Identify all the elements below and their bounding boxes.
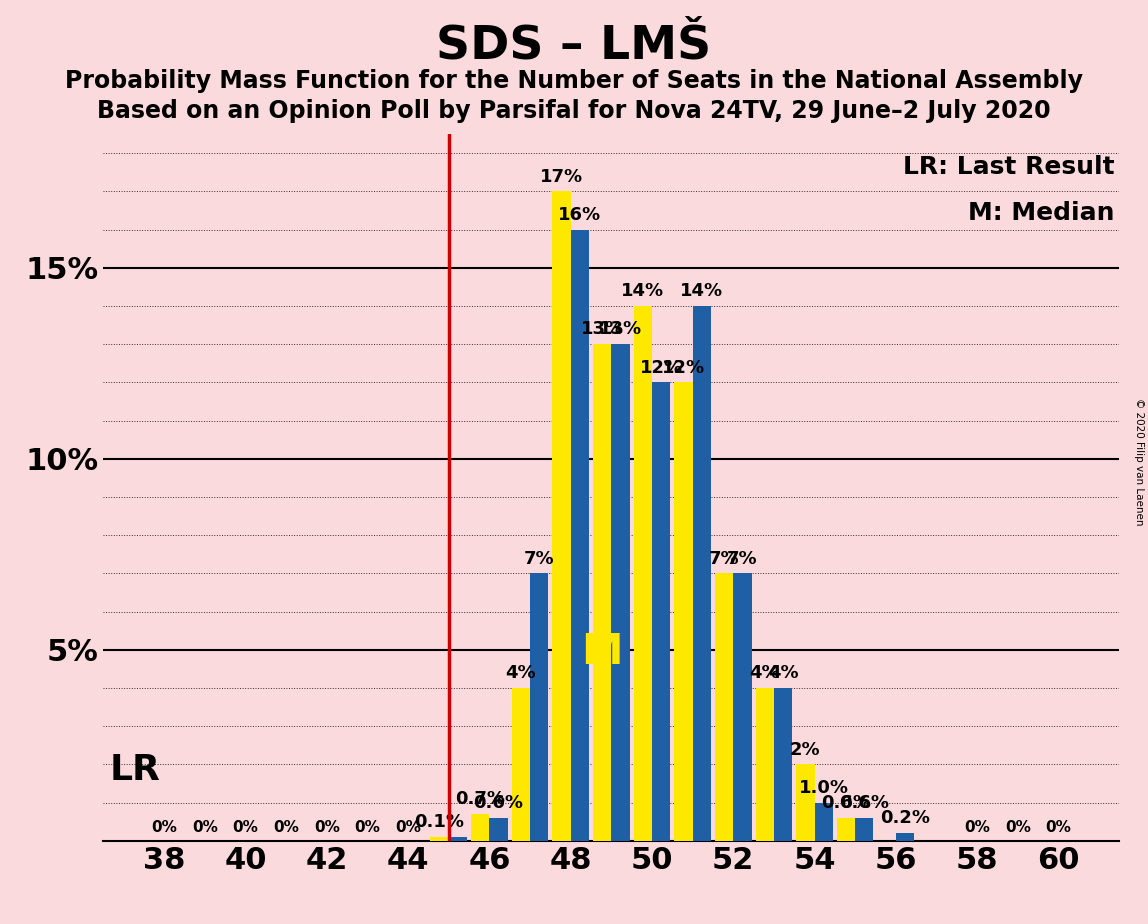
Bar (837, 818, 855, 841)
Text: 0%: 0% (313, 821, 340, 835)
Text: 0%: 0% (395, 821, 421, 835)
Bar (512, 688, 530, 841)
Text: 0%: 0% (1046, 821, 1071, 835)
Text: 7%: 7% (708, 550, 739, 567)
Bar (612, 344, 629, 841)
Text: 14%: 14% (621, 282, 665, 300)
Bar (652, 383, 670, 841)
Bar (552, 191, 571, 841)
Text: 4%: 4% (750, 664, 779, 682)
Text: 0.6%: 0.6% (839, 795, 890, 812)
Text: 0%: 0% (192, 821, 218, 835)
Bar (692, 306, 711, 841)
Text: LR: Last Result: LR: Last Result (902, 155, 1115, 179)
Bar (489, 818, 507, 841)
Bar (715, 574, 734, 841)
Bar (430, 837, 449, 841)
Text: 4%: 4% (768, 664, 798, 682)
Text: 0.7%: 0.7% (456, 790, 505, 808)
Text: Based on an Opinion Poll by Parsifal for Nova 24TV, 29 June–2 July 2020: Based on an Opinion Poll by Parsifal for… (98, 99, 1050, 123)
Text: 0.2%: 0.2% (879, 809, 930, 828)
Text: 0.6%: 0.6% (473, 795, 523, 812)
Bar (674, 383, 692, 841)
Text: SDS – LMŠ: SDS – LMŠ (436, 23, 712, 68)
Text: LR: LR (109, 753, 161, 787)
Text: 0%: 0% (273, 821, 300, 835)
Bar (471, 814, 489, 841)
Text: 4%: 4% (505, 664, 536, 682)
Text: 0.1%: 0.1% (414, 813, 465, 832)
Text: 0%: 0% (1004, 821, 1031, 835)
Bar (571, 229, 589, 841)
Text: 16%: 16% (558, 206, 602, 224)
Text: 7%: 7% (727, 550, 758, 567)
Text: 0.6%: 0.6% (821, 795, 871, 812)
Text: © 2020 Filip van Laenen: © 2020 Filip van Laenen (1134, 398, 1143, 526)
Text: 17%: 17% (540, 167, 583, 186)
Text: 7%: 7% (523, 550, 554, 567)
Text: 1.0%: 1.0% (799, 779, 848, 796)
Text: 0%: 0% (964, 821, 990, 835)
Text: 12%: 12% (639, 359, 683, 377)
Text: 0%: 0% (233, 821, 258, 835)
Bar (895, 833, 914, 841)
Text: 12%: 12% (662, 359, 705, 377)
Text: 0%: 0% (152, 821, 177, 835)
Bar (449, 837, 467, 841)
Bar (815, 803, 832, 841)
Text: 13%: 13% (599, 321, 642, 338)
Bar (855, 818, 874, 841)
Bar (634, 306, 652, 841)
Text: M: Median: M: Median (968, 201, 1115, 225)
Text: 14%: 14% (680, 282, 723, 300)
Bar (594, 344, 612, 841)
Text: M: M (581, 631, 623, 673)
Text: 13%: 13% (581, 321, 623, 338)
Text: 0%: 0% (355, 821, 380, 835)
Bar (734, 574, 752, 841)
Text: Probability Mass Function for the Number of Seats in the National Assembly: Probability Mass Function for the Number… (65, 69, 1083, 93)
Bar (797, 764, 815, 841)
Bar (530, 574, 549, 841)
Bar (774, 688, 792, 841)
Bar (755, 688, 774, 841)
Text: 2%: 2% (790, 741, 821, 759)
